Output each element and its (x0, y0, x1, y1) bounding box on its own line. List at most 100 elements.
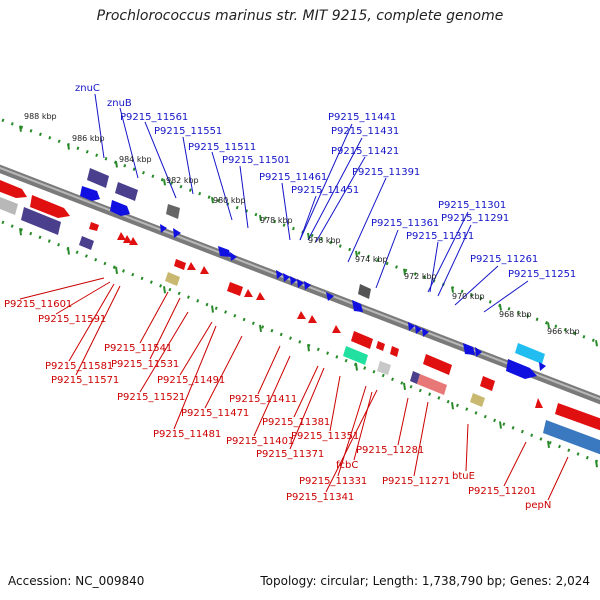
gene-label[interactable]: P9215_11361 (371, 218, 439, 229)
feature-gene[interactable] (110, 200, 130, 216)
feature-gene[interactable] (276, 270, 283, 279)
gene-label[interactable]: P9215_11511 (188, 142, 256, 153)
gene-label[interactable]: P9215_11371 (256, 449, 324, 460)
feature-gene[interactable] (79, 236, 94, 250)
feature-gene[interactable] (244, 289, 253, 297)
gene-label[interactable]: P9215_11461 (259, 172, 327, 183)
feature-gene[interactable] (304, 281, 311, 290)
gene-label[interactable]: P9215_11281 (356, 445, 424, 456)
feature-gene[interactable] (463, 343, 475, 355)
gene-label[interactable]: P9215_11441 (328, 112, 396, 123)
feature-gene[interactable] (423, 354, 452, 375)
gene-label[interactable]: P9215_11601 (4, 299, 72, 310)
feature-gene[interactable] (376, 341, 385, 351)
gene-label[interactable]: P9215_11471 (181, 408, 249, 419)
gene-label[interactable]: P9215_11561 (120, 112, 188, 123)
feature-gene[interactable] (290, 276, 297, 285)
feature-gene[interactable] (30, 195, 70, 218)
feature-gene[interactable] (515, 343, 545, 364)
gene-label[interactable]: pepN (525, 500, 551, 511)
feature-gene[interactable] (87, 168, 109, 188)
gene-label[interactable]: P9215_11531 (111, 359, 179, 370)
feature-gene[interactable] (358, 284, 371, 299)
gene-label[interactable]: P9215_11491 (157, 375, 225, 386)
gene-label[interactable]: znuB (107, 98, 132, 109)
feature-gene[interactable] (343, 346, 368, 365)
feature-gene[interactable] (160, 224, 167, 233)
feature-gene[interactable] (308, 315, 317, 323)
feature-gene[interactable] (166, 204, 180, 219)
gene-label[interactable]: P9215_11261 (470, 254, 538, 265)
feature-gene[interactable] (390, 346, 399, 357)
feature-gene[interactable] (129, 237, 138, 245)
gene-label[interactable]: P9215_11431 (331, 126, 399, 137)
gene-label[interactable]: P9215_11541 (104, 343, 172, 354)
feature-gene[interactable] (422, 328, 429, 337)
tick-mark (451, 286, 454, 293)
feature-gene[interactable] (377, 361, 391, 375)
gene-label[interactable]: znuC (75, 83, 100, 94)
feature-gene[interactable] (297, 311, 306, 319)
feature-gene[interactable] (89, 222, 99, 231)
feature-gene[interactable] (218, 246, 231, 257)
feature-gene[interactable] (123, 235, 132, 243)
gene-label[interactable]: P9215_11481 (153, 429, 221, 440)
feature-gene[interactable] (417, 374, 447, 395)
gene-label[interactable]: P9215_11521 (117, 392, 185, 403)
feature-gene[interactable] (80, 186, 100, 201)
feature-gene[interactable] (173, 228, 181, 238)
feature-gene[interactable] (227, 282, 243, 296)
gene-label[interactable]: P9215_11311 (406, 231, 474, 242)
feature-gene[interactable] (539, 362, 546, 371)
feature-gene[interactable] (535, 398, 543, 408)
feature-gene[interactable] (21, 207, 61, 235)
gene-label[interactable]: fcbC (336, 460, 358, 471)
feature-gene[interactable] (506, 359, 537, 379)
feature-gene[interactable] (0, 178, 27, 198)
feature-gene[interactable] (0, 195, 18, 215)
gene-label[interactable]: P9215_11451 (291, 185, 359, 196)
feature-gene[interactable] (332, 325, 341, 333)
gene-label[interactable]: P9215_11581 (45, 361, 113, 372)
feature-gene[interactable] (297, 279, 304, 288)
gene-label[interactable]: P9215_11391 (352, 167, 420, 178)
feature-gene[interactable] (543, 420, 600, 455)
feature-gene[interactable] (174, 259, 186, 270)
gene-label[interactable]: P9215_11201 (468, 486, 536, 497)
gene-label[interactable]: P9215_11571 (51, 375, 119, 386)
gene-label[interactable]: btuE (452, 471, 475, 482)
gene-label[interactable]: P9215_11501 (222, 155, 290, 166)
feature-gene[interactable] (256, 292, 265, 300)
feature-gene[interactable] (410, 371, 420, 384)
gene-label[interactable]: P9215_11291 (441, 213, 509, 224)
feature-gene[interactable] (115, 182, 138, 201)
gene-label[interactable]: P9215_11551 (154, 126, 222, 137)
gene-label[interactable]: P9215_11331 (299, 476, 367, 487)
gene-label[interactable]: P9215_11411 (229, 394, 297, 405)
feature-gene[interactable] (117, 232, 126, 240)
feature-gene[interactable] (415, 325, 422, 334)
feature-gene[interactable] (230, 252, 237, 261)
feature-gene[interactable] (326, 292, 334, 301)
gene-label[interactable]: P9215_11301 (438, 200, 506, 211)
feature-gene[interactable] (480, 376, 495, 391)
feature-gene[interactable] (408, 322, 415, 331)
feature-gene[interactable] (283, 273, 290, 282)
gene-label[interactable]: P9215_11341 (286, 492, 354, 503)
feature-gene[interactable] (187, 262, 196, 270)
gene-label[interactable]: P9215_11591 (38, 314, 106, 325)
leader-line (289, 367, 325, 450)
feature-gene[interactable] (555, 403, 600, 431)
feature-gene[interactable] (200, 266, 209, 274)
gene-label[interactable]: P9215_11271 (382, 476, 450, 487)
feature-gene[interactable] (475, 347, 482, 357)
feature-gene[interactable] (351, 331, 373, 349)
feature-gene[interactable] (165, 272, 180, 286)
gene-label[interactable]: P9215_11381 (262, 417, 330, 428)
gene-label[interactable]: P9215_11351 (291, 431, 359, 442)
gene-label[interactable]: P9215_11401 (226, 436, 294, 447)
gene-label[interactable]: P9215_11251 (508, 269, 576, 280)
feature-gene[interactable] (352, 300, 363, 312)
feature-gene[interactable] (470, 393, 485, 407)
gene-label[interactable]: P9215_11421 (331, 146, 399, 157)
